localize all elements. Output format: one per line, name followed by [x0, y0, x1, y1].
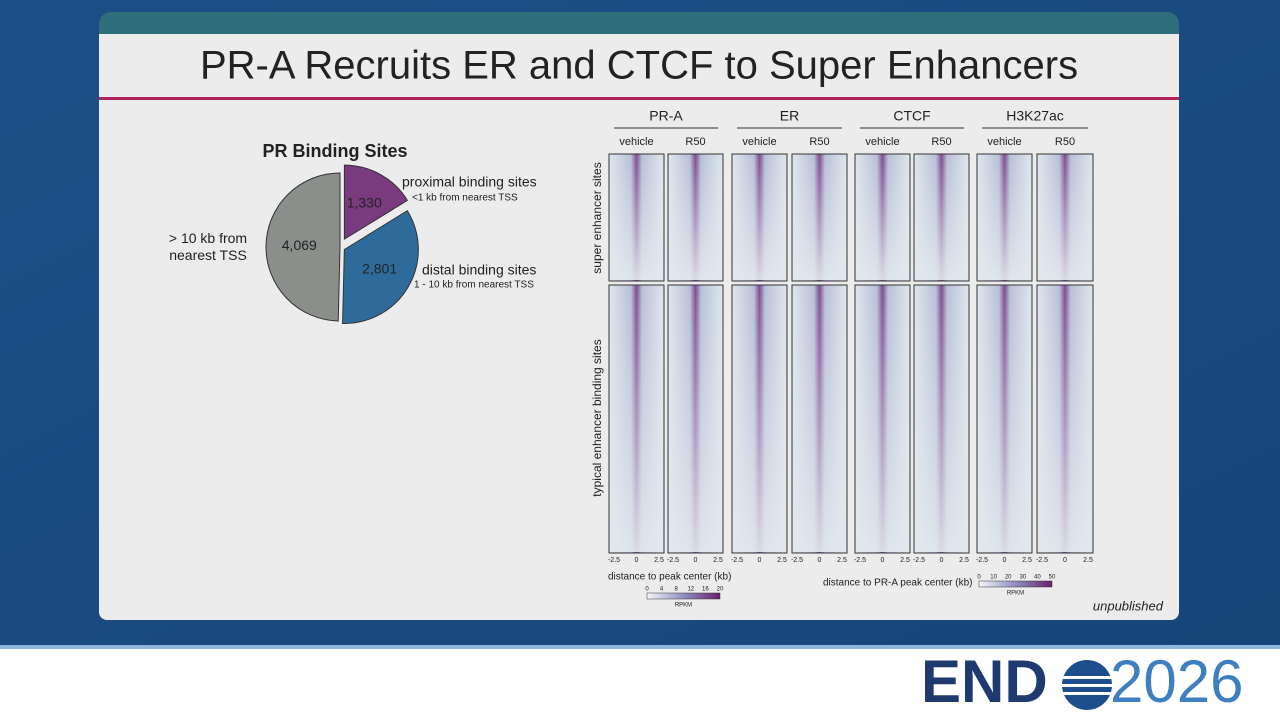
scale-tick-label: 0: [977, 575, 981, 581]
scale-tick-label: 20: [1005, 575, 1012, 581]
scale-label: RPKM: [675, 603, 692, 609]
note: unpublished: [1093, 598, 1164, 613]
scale-tick-label: 50: [1049, 575, 1056, 581]
condition-label: vehicle: [865, 136, 899, 148]
slice-annotation: <1 kb from nearest TSS: [412, 193, 518, 204]
row-label: super enhancer sites: [590, 162, 604, 273]
pie-slice: [342, 210, 419, 324]
axis-tick-label: 2.5: [900, 557, 910, 564]
axis-tick-label: -2.5: [731, 557, 743, 564]
condition-label: R50: [809, 136, 829, 148]
axis-tick-label: 2.5: [654, 557, 664, 564]
x-axis-label: distance to peak center (kb): [608, 572, 731, 583]
scale-tick-label: 40: [1034, 575, 1041, 581]
scale-tick-label: 12: [687, 587, 694, 593]
slice-label: proximal binding sites: [402, 174, 537, 190]
heatmap-fade: [669, 155, 722, 280]
scale-tick-label: 30: [1019, 575, 1026, 581]
x-axis-label: distance to PR-A peak center (kb): [823, 578, 973, 589]
slice-value: 4,069: [282, 237, 317, 253]
axis-tick-label: 0: [940, 557, 944, 564]
axis-tick-label: 0: [635, 557, 639, 564]
heatmap-fade: [856, 155, 909, 280]
pie-slice: [343, 164, 409, 241]
heatmap-fade: [978, 286, 1031, 552]
scale-label: RPKM: [1007, 591, 1024, 597]
slide-card-top: [99, 34, 1179, 54]
axis-tick-label: -2.5: [854, 557, 866, 564]
row-label: typical enhancer binding sites: [590, 339, 604, 496]
heatmap-fade: [915, 155, 968, 280]
logo-text: END: [921, 648, 1048, 715]
group-label: PR-A: [649, 108, 683, 124]
scale-tick-label: 4: [660, 587, 664, 593]
condition-label: R50: [931, 136, 951, 148]
axis-tick-label: 2.5: [959, 557, 969, 564]
heatmap-fade: [733, 155, 786, 280]
axis-tick-label: -2.5: [791, 557, 803, 564]
heatmap-fade: [1038, 286, 1092, 552]
scale-tick-label: 20: [717, 587, 724, 593]
axis-tick-label: -2.5: [608, 557, 620, 564]
pie-title: PR Binding Sites: [262, 141, 407, 161]
axis-tick-label: 0: [758, 557, 762, 564]
logo-text: 2026: [1110, 648, 1243, 715]
footer-line: [0, 645, 1280, 649]
slice-value: 2,801: [362, 260, 397, 276]
heatmap-fade: [915, 286, 968, 552]
axis-tick-label: 2.5: [1083, 557, 1093, 564]
slice-label: distal binding sites: [422, 262, 536, 278]
scale-tick-label: 8: [675, 587, 679, 593]
axis-tick-label: 0: [694, 557, 698, 564]
scale-tick-label: 10: [990, 575, 997, 581]
color-scale: [646, 592, 721, 600]
heatmap-fade: [669, 286, 722, 552]
heatmap-fade: [793, 155, 846, 280]
axis-tick-label: -2.5: [913, 557, 925, 564]
logo-globe: [1060, 660, 1114, 710]
axis-tick-label: 0: [1003, 557, 1007, 564]
condition-label: vehicle: [987, 136, 1021, 148]
slice-label: > 10 kb from nearest TSS: [168, 230, 248, 263]
slide-title: PR-A Recruits ER and CTCF to Super Enhan…: [200, 44, 1078, 88]
title-rule: [99, 97, 1179, 100]
heatmap-fade: [733, 286, 786, 552]
slice-annotation: 1 - 10 kb from nearest TSS: [414, 280, 534, 291]
condition-label: vehicle: [619, 136, 653, 148]
axis-tick-label: 2.5: [1022, 557, 1032, 564]
scale-tick-label: 0: [645, 587, 649, 593]
heatmap-fade: [610, 155, 663, 280]
heatmap-fade: [793, 286, 846, 552]
axis-tick-label: 0: [1063, 557, 1067, 564]
heatmap-fade: [978, 155, 1031, 280]
heatmap-fade: [610, 286, 663, 552]
axis-tick-label: -2.5: [667, 557, 679, 564]
condition-label: R50: [685, 136, 705, 148]
heatmap-fade: [1038, 155, 1092, 280]
axis-tick-label: 2.5: [777, 557, 787, 564]
heatmap-fade: [856, 286, 909, 552]
color-scale: [978, 580, 1053, 588]
condition-label: vehicle: [742, 136, 776, 148]
group-label: ER: [780, 108, 799, 124]
axis-tick-label: 0: [818, 557, 822, 564]
group-label: H3K27ac: [1006, 108, 1064, 124]
axis-tick-label: 0: [881, 557, 885, 564]
axis-tick-label: -2.5: [1036, 557, 1048, 564]
axis-tick-label: 2.5: [713, 557, 723, 564]
axis-tick-label: -2.5: [976, 557, 988, 564]
slice-value: 1,330: [347, 194, 382, 210]
pie-slice: [265, 172, 341, 322]
axis-tick-label: 2.5: [837, 557, 847, 564]
scale-tick-label: 16: [702, 587, 709, 593]
group-label: CTCF: [893, 108, 930, 124]
condition-label: R50: [1055, 136, 1075, 148]
